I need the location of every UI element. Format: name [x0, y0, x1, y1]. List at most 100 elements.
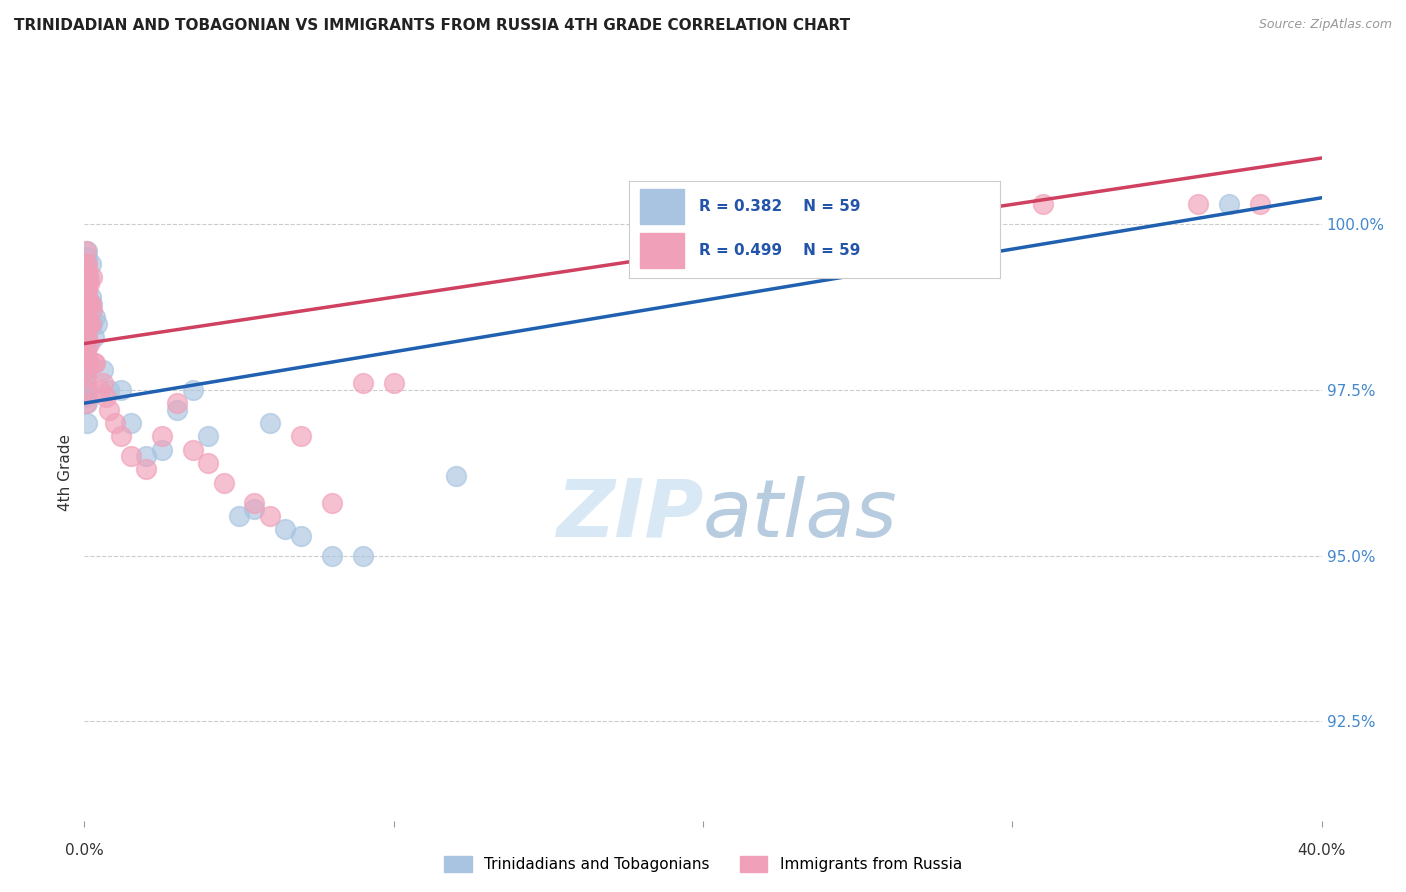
Point: [76, 350, 98, 364]
Point: [91, 376, 114, 391]
Point: [228, 508, 250, 523]
Point: [382, 376, 405, 391]
Point: [75, 270, 97, 285]
Point: [79, 317, 101, 331]
Point: [75, 310, 97, 324]
Point: [76, 263, 98, 277]
Point: [321, 549, 343, 563]
Point: [89, 383, 111, 397]
Point: [290, 529, 312, 543]
Y-axis label: 4th Grade: 4th Grade: [58, 434, 73, 511]
Point: [321, 495, 343, 509]
Point: [75, 363, 97, 377]
Point: [76, 257, 98, 271]
Point: [75, 343, 97, 358]
Point: [75, 317, 97, 331]
Point: [75, 363, 97, 377]
Point: [75, 263, 97, 277]
Text: atlas: atlas: [703, 475, 898, 554]
Point: [76, 284, 98, 298]
Point: [76, 317, 98, 331]
Point: [1032, 197, 1054, 211]
Point: [82, 270, 104, 285]
Point: [76, 330, 98, 344]
Point: [83, 330, 105, 344]
Point: [290, 429, 312, 443]
Point: [212, 475, 235, 490]
Text: 40.0%: 40.0%: [1298, 843, 1346, 858]
Point: [75, 383, 97, 397]
Point: [83, 356, 105, 370]
Point: [120, 416, 142, 430]
Point: [77, 277, 100, 291]
Point: [75, 297, 97, 311]
Point: [76, 251, 98, 265]
Point: [274, 522, 297, 536]
Point: [166, 396, 188, 410]
Point: [243, 502, 266, 516]
Point: [75, 383, 97, 397]
Point: [79, 257, 101, 271]
Point: [181, 442, 204, 457]
Point: [75, 356, 97, 370]
Point: [75, 350, 97, 364]
Point: [76, 310, 98, 324]
Point: [75, 284, 97, 298]
Point: [181, 383, 204, 397]
Point: [75, 330, 97, 344]
Point: [77, 317, 100, 331]
Point: [75, 390, 97, 404]
Point: [444, 469, 467, 483]
Point: [75, 257, 97, 271]
Text: Source: ZipAtlas.com: Source: ZipAtlas.com: [1258, 18, 1392, 31]
Point: [76, 336, 98, 351]
Point: [150, 429, 173, 443]
Point: [77, 297, 100, 311]
Point: [77, 270, 100, 285]
Point: [75, 396, 97, 410]
Point: [104, 416, 127, 430]
Point: [76, 297, 98, 311]
Point: [76, 383, 98, 397]
Point: [75, 284, 97, 298]
Point: [86, 317, 108, 331]
Point: [79, 297, 101, 311]
Point: [76, 416, 98, 430]
Point: [75, 350, 97, 364]
Point: [1218, 197, 1240, 211]
Point: [76, 363, 98, 377]
Point: [120, 449, 142, 463]
Point: [259, 416, 281, 430]
Point: [82, 297, 104, 311]
Point: [135, 449, 157, 463]
Point: [1187, 197, 1209, 211]
Point: [75, 303, 97, 318]
Point: [76, 257, 98, 271]
Point: [76, 263, 98, 277]
Point: [955, 197, 977, 211]
Point: [754, 197, 776, 211]
Point: [76, 270, 98, 285]
Text: TRINIDADIAN AND TOBAGONIAN VS IMMIGRANTS FROM RUSSIA 4TH GRADE CORRELATION CHART: TRINIDADIAN AND TOBAGONIAN VS IMMIGRANTS…: [14, 18, 851, 33]
Point: [75, 257, 97, 271]
Point: [79, 303, 101, 318]
Point: [352, 376, 374, 391]
Point: [91, 363, 114, 377]
Point: [352, 549, 374, 563]
Text: ZIP: ZIP: [555, 475, 703, 554]
Point: [76, 303, 98, 318]
Point: [84, 356, 107, 370]
Point: [259, 508, 281, 523]
Point: [1249, 197, 1271, 211]
Point: [84, 310, 107, 324]
Point: [77, 336, 100, 351]
Point: [75, 303, 97, 318]
Point: [110, 383, 132, 397]
Point: [76, 277, 98, 291]
Point: [76, 270, 98, 285]
Point: [243, 495, 266, 509]
Point: [75, 369, 97, 384]
Legend: Trinidadians and Tobagonians, Immigrants from Russia: Trinidadians and Tobagonians, Immigrants…: [436, 848, 970, 880]
Point: [77, 297, 100, 311]
Point: [197, 456, 219, 470]
